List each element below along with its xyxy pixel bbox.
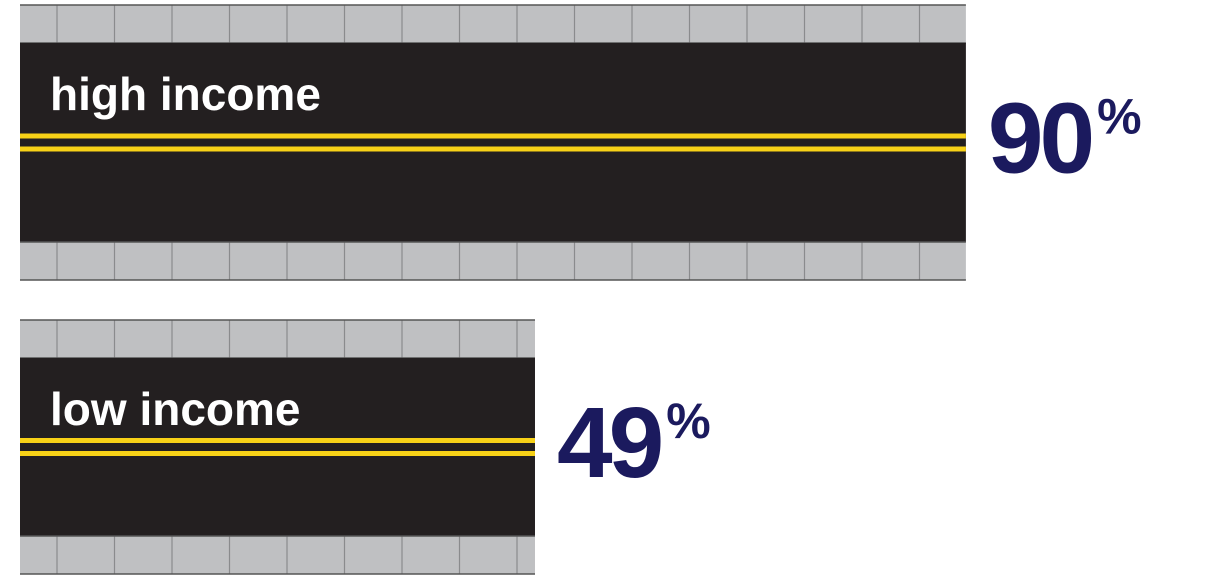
category-label: low income (50, 383, 300, 435)
value-label: 49% (557, 387, 710, 499)
sidewalk (20, 5, 966, 43)
lane-line (20, 146, 966, 152)
lane-line (20, 133, 966, 139)
bar (20, 43, 966, 242)
sidewalk (20, 320, 535, 358)
sidewalk (20, 242, 966, 280)
sidewalk (20, 536, 535, 574)
lane-line (20, 438, 535, 443)
category-label: high income (50, 68, 321, 120)
value-label: 90% (988, 83, 1141, 195)
bar (20, 358, 535, 536)
lane-line (20, 451, 535, 456)
